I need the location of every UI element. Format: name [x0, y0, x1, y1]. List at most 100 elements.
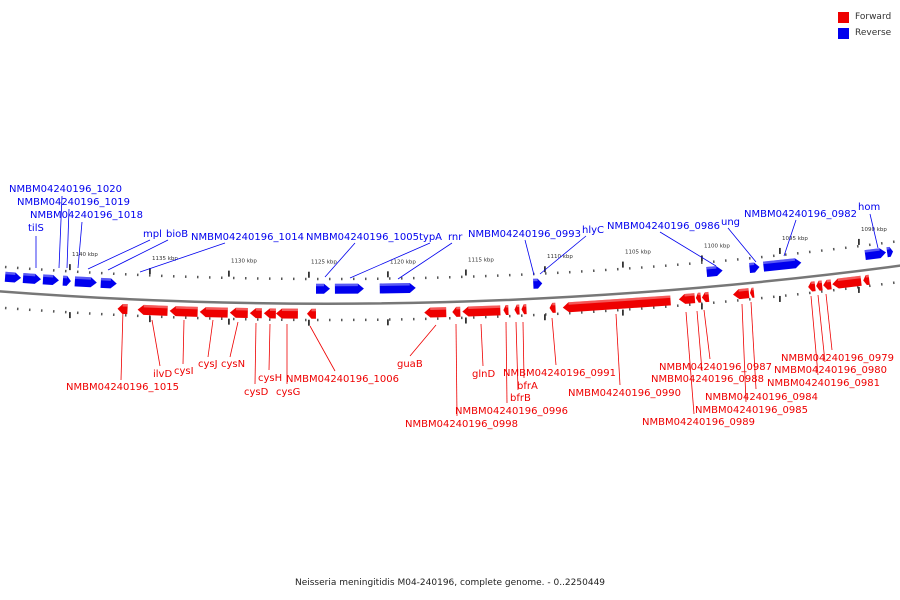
forward-gene-arrow [808, 281, 816, 292]
gene-label: hlyC [582, 225, 604, 236]
minor-tick [748, 256, 751, 260]
minor-tick [64, 269, 67, 273]
leader-line [505, 321, 508, 404]
minor-tick [304, 318, 307, 322]
forward-gene-arrow [452, 306, 461, 317]
gene-label: bioB [166, 229, 188, 240]
minor-tick [184, 275, 187, 278]
leader-line [783, 219, 797, 257]
minor-tick [472, 316, 475, 319]
minor-tick [292, 277, 295, 281]
minor-tick [568, 270, 571, 274]
gene-label: NMBM04240196_0993 [468, 229, 581, 240]
gene-label: cysI [174, 366, 194, 377]
leader-line [254, 322, 257, 385]
minor-tick [172, 275, 175, 278]
minor-tick [244, 317, 247, 321]
leader-line [615, 313, 621, 386]
reverse-gene-arrow [706, 266, 723, 277]
forward-gene-arrow [249, 308, 262, 319]
leader-line [750, 301, 757, 390]
minor-tick [160, 274, 163, 278]
tick-label: 1130 kbp [231, 259, 257, 265]
minor-tick [772, 295, 775, 299]
minor-tick [28, 308, 31, 312]
minor-tick [112, 272, 115, 276]
leader-line [817, 294, 826, 363]
minor-tick [280, 318, 283, 322]
minor-tick [52, 269, 55, 272]
minor-tick [688, 303, 691, 307]
minor-tick [664, 305, 667, 308]
major-tick [701, 255, 703, 262]
tick-label: 1105 kbp [625, 250, 651, 256]
minor-tick [496, 274, 499, 277]
gene-label: NMBM04240196_1019 [17, 197, 130, 208]
minor-tick [28, 267, 31, 271]
minor-tick [4, 265, 7, 269]
gene-label: mpl [143, 229, 162, 240]
leader-line [659, 231, 717, 267]
minor-tick [544, 272, 547, 275]
leader-line [685, 311, 695, 415]
leader-line [515, 321, 519, 391]
leader-line [349, 242, 431, 279]
minor-tick [52, 310, 55, 313]
minor-tick [736, 258, 739, 261]
legend-forward: Forward [838, 9, 891, 25]
minor-tick [628, 308, 631, 311]
tick-label: 1095 kbp [782, 236, 808, 242]
minor-tick [220, 317, 223, 320]
reverse-gene-arrow [762, 258, 802, 272]
minor-tick [760, 255, 763, 259]
minor-tick [460, 275, 463, 279]
tick-label: 1090 kbp [861, 227, 887, 233]
minor-tick [112, 313, 115, 317]
minor-tick [580, 311, 583, 314]
reverse-gene-arrow [316, 283, 331, 294]
major-tick [308, 271, 310, 278]
leader-line [397, 242, 453, 280]
minor-tick [880, 282, 883, 286]
minor-tick [352, 277, 355, 281]
minor-tick [496, 315, 499, 318]
gene-label: guaB [397, 359, 423, 370]
reverse-gene-arrow [100, 277, 117, 289]
minor-tick [688, 262, 691, 266]
leader-line [107, 239, 169, 271]
major-tick [465, 269, 467, 276]
forward-gene-arrow [521, 304, 527, 315]
minor-tick [268, 318, 271, 321]
reverse-gene-arrow [864, 248, 887, 261]
leader-line [139, 242, 226, 273]
minor-tick [892, 281, 895, 285]
leader-line [66, 208, 70, 269]
minor-tick [592, 269, 595, 273]
forward-gene-arrow [695, 292, 702, 303]
minor-tick [640, 307, 643, 310]
forward-gene-arrow [199, 307, 228, 318]
gene-label: NMBM04240196_1018 [30, 210, 143, 221]
forward-gene-arrow [823, 279, 832, 290]
gene-label: NMBM04240196_0988 [651, 374, 764, 385]
minor-tick [772, 254, 775, 258]
forward-gene-arrow [275, 308, 298, 319]
minor-tick [304, 277, 307, 281]
minor-tick [232, 276, 235, 280]
minor-tick [376, 318, 379, 321]
minor-tick [424, 276, 427, 280]
gene-label: cysG [276, 387, 300, 398]
minor-tick [328, 277, 331, 281]
minor-tick [76, 270, 79, 274]
minor-tick [484, 315, 487, 319]
gene-label: NMBM04240196_0991 [503, 368, 616, 379]
tick-label: 1125 kbp [311, 260, 337, 266]
legend-reverse-label: Reverse [855, 28, 892, 38]
minor-tick [724, 259, 727, 262]
forward-swatch [838, 11, 849, 23]
forward-gene-arrow [732, 288, 750, 300]
minor-tick [556, 271, 559, 275]
minor-tick [76, 311, 79, 315]
forward-gene-arrow [117, 303, 128, 315]
minor-tick [652, 265, 655, 268]
